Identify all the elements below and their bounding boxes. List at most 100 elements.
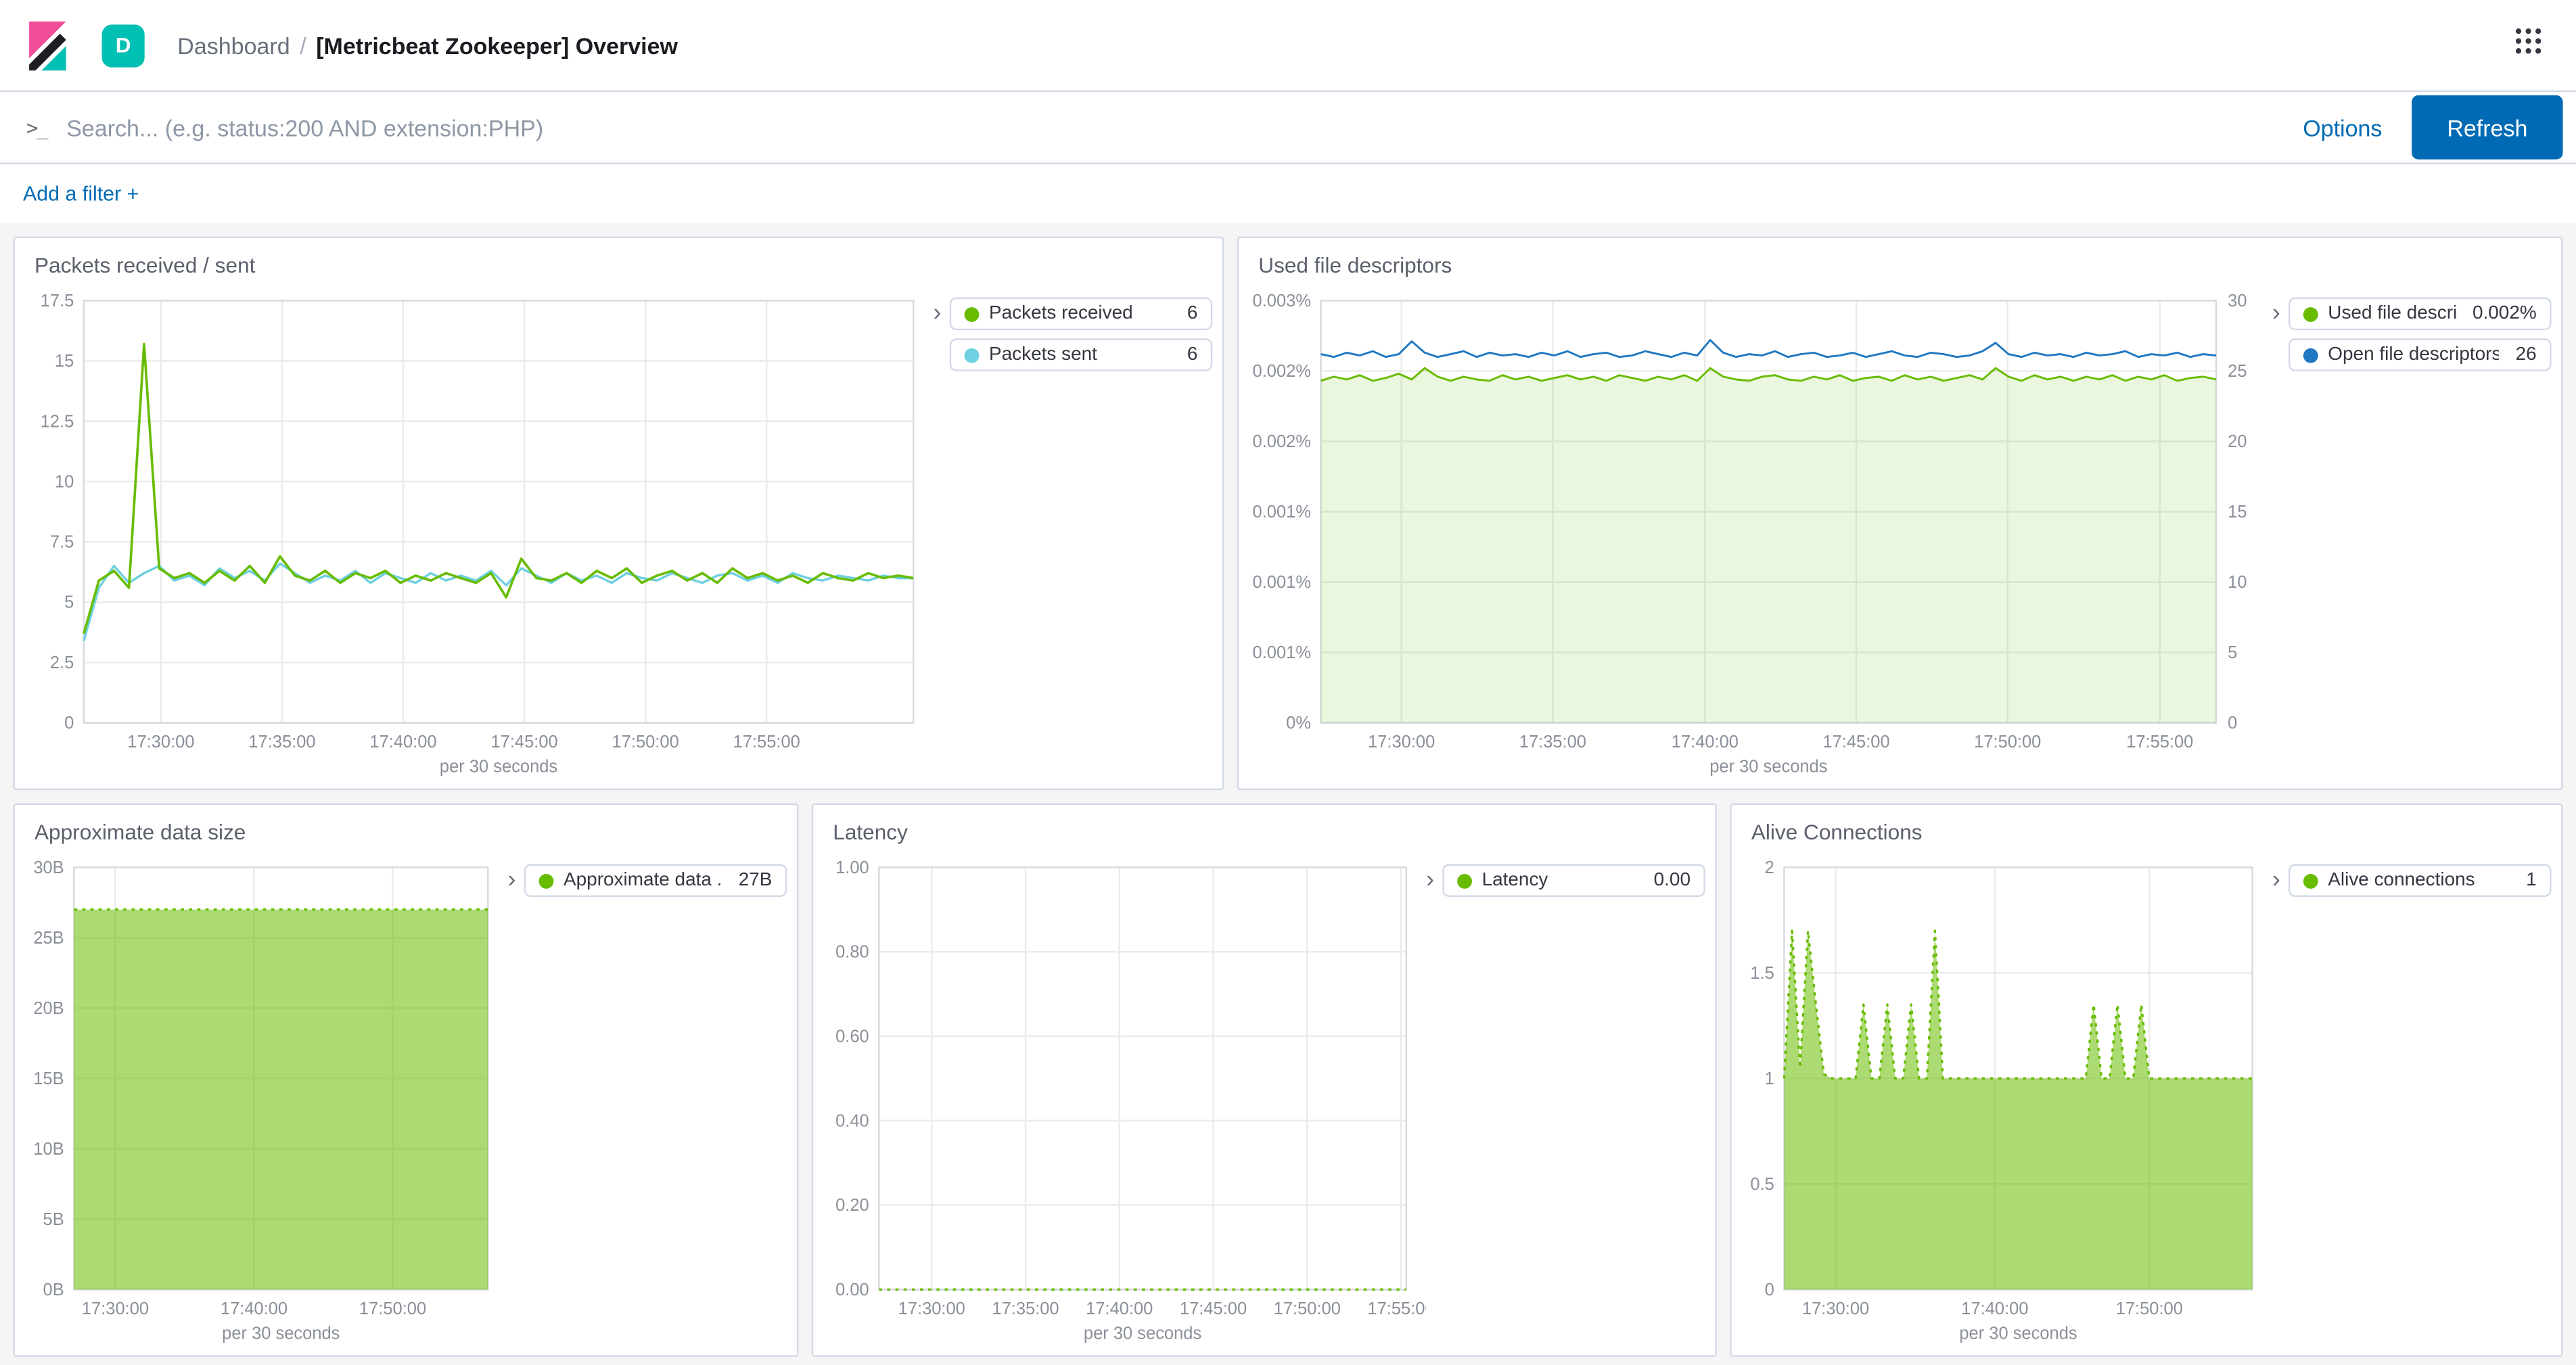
- breadcrumb-dashboard-link[interactable]: Dashboard: [177, 32, 290, 59]
- svg-text:1.5: 1.5: [1750, 964, 1774, 983]
- panel-title: Alive Connections: [1751, 819, 1923, 845]
- legend-collapse-icon[interactable]: ›: [933, 298, 942, 327]
- chart-legend: › Used file descri... 0.002% Open file d…: [2272, 284, 2552, 782]
- svg-text:17:30:00: 17:30:00: [82, 1299, 149, 1318]
- svg-text:2.5: 2.5: [50, 653, 74, 672]
- legend-collapse-icon[interactable]: ›: [507, 865, 516, 894]
- options-link[interactable]: Options: [2303, 114, 2383, 141]
- svg-text:17:35:00: 17:35:00: [248, 733, 315, 751]
- filter-bar: Add a filter +: [0, 164, 2576, 224]
- svg-text:30: 30: [2228, 292, 2247, 310]
- legend-item-used-file-descriptors[interactable]: Used file descri... 0.002%: [2288, 297, 2552, 331]
- dashboard-grid: Packets received / sent 0 2.5 5 7.5 10 12.5 15…: [0, 223, 2576, 1365]
- svg-text:10: 10: [55, 472, 74, 491]
- legend-value: 26: [2515, 344, 2537, 365]
- svg-text:0.001%: 0.001%: [1253, 643, 1311, 662]
- svg-text:17:50:00: 17:50:00: [359, 1299, 426, 1318]
- svg-text:0.003%: 0.003%: [1253, 292, 1311, 310]
- svg-text:20B: 20B: [33, 999, 64, 1018]
- legend-value: 27B: [738, 871, 773, 891]
- breadcrumb-separator: /: [300, 32, 306, 59]
- svg-text:5B: 5B: [43, 1210, 64, 1229]
- series-color-dot: [964, 306, 980, 321]
- chart-area: 0 0.5 1 1.5 2 17:30:00 17:40:00 17:50:00 per 30 …: [1735, 851, 2272, 1349]
- svg-text:0.20: 0.20: [835, 1196, 869, 1215]
- legend-label: Latency: [1481, 871, 1548, 891]
- legend-item-latency[interactable]: Latency 0.00: [1442, 864, 1705, 897]
- svg-text:17:40:00: 17:40:00: [369, 733, 436, 751]
- chart-area: 0% 0.001% 0.001% 0.001% 0.002% 0.002% 0.003% 0 5…: [1242, 284, 2272, 782]
- file-descriptors-chart-canvas[interactable]: 0% 0.001% 0.001% 0.001% 0.002% 0.002% 0.003% 0 5…: [1242, 284, 2272, 782]
- svg-text:0.00: 0.00: [835, 1280, 869, 1299]
- svg-text:17:40:00: 17:40:00: [1672, 733, 1739, 751]
- legend-item-packets-sent[interactable]: Packets sent 6: [949, 338, 1213, 371]
- chart-legend: › Latency 0.00: [1426, 851, 1705, 1349]
- svg-text:0.80: 0.80: [835, 943, 869, 962]
- svg-text:17:35:00: 17:35:00: [1519, 733, 1586, 751]
- legend-value: 6: [1187, 304, 1198, 324]
- data-size-chart-canvas[interactable]: 0B 5B 10B 15B 20B 25B 30B 17:30:00 17:40:00 17:50…: [18, 851, 508, 1349]
- kibana-logo-icon[interactable]: [23, 20, 72, 70]
- series-color-dot: [2303, 306, 2318, 321]
- chart-legend: › Approximate data ... 27B: [507, 851, 787, 1349]
- dashboard-row-1: Packets received / sent 0 2.5 5 7.5 10 12.5 15…: [13, 236, 2563, 791]
- svg-text:per 30 seconds: per 30 seconds: [440, 757, 557, 776]
- legend-value: 0.00: [1653, 871, 1690, 891]
- panel-title: Approximate data size: [34, 819, 246, 845]
- svg-text:2: 2: [1765, 858, 1774, 877]
- svg-text:0.001%: 0.001%: [1253, 503, 1311, 522]
- legend-item-alive-connections[interactable]: Alive connections 1: [2288, 864, 2552, 897]
- legend-label: Used file descri...: [2328, 304, 2456, 324]
- svg-text:per 30 seconds: per 30 seconds: [1709, 757, 1827, 776]
- svg-text:20: 20: [2228, 432, 2247, 451]
- chart-area: 0.00 0.20 0.40 0.60 0.80 1.00 17:30:00 17:35:00…: [816, 851, 1426, 1349]
- legend-label: Open file descriptors: [2328, 344, 2500, 365]
- search-input[interactable]: [66, 91, 2286, 163]
- packets-chart-canvas[interactable]: 0 2.5 5 7.5 10 12.5 15 17.5 17:30:00 17:35:00 17:4…: [18, 284, 934, 782]
- svg-text:17:50:00: 17:50:00: [612, 733, 679, 751]
- legend-item-packets-received[interactable]: Packets received 6: [949, 297, 1213, 331]
- svg-text:17:30:00: 17:30:00: [1802, 1299, 1869, 1318]
- chart-legend: › Alive connections 1: [2272, 851, 2552, 1349]
- series-color-dot: [964, 347, 980, 363]
- chart-area: 0 2.5 5 7.5 10 12.5 15 17.5 17:30:00 17:35:00 17:4…: [18, 284, 934, 782]
- svg-text:0: 0: [64, 714, 74, 733]
- svg-text:0.60: 0.60: [835, 1027, 869, 1046]
- latency-chart-canvas[interactable]: 0.00 0.20 0.40 0.60 0.80 1.00 17:30:00 17:35:00…: [816, 851, 1426, 1349]
- legend-collapse-icon[interactable]: ›: [1425, 865, 1435, 894]
- svg-text:7.5: 7.5: [50, 533, 74, 552]
- space-badge[interactable]: D: [101, 24, 145, 67]
- alive-connections-chart-canvas[interactable]: 0 0.5 1 1.5 2 17:30:00 17:40:00 17:50:00 per 30 …: [1735, 851, 2272, 1349]
- legend-item-open-file-descriptors[interactable]: Open file descriptors 26: [2288, 338, 2552, 371]
- legend-collapse-icon[interactable]: ›: [2272, 865, 2280, 894]
- series-color-dot: [1457, 873, 1472, 888]
- svg-text:17:55:00: 17:55:00: [733, 733, 800, 751]
- svg-text:0.001%: 0.001%: [1253, 573, 1311, 592]
- panel-approximate-data-size: Approximate data size 0B 5B 10B 15B 20B 25B 30…: [13, 803, 799, 1357]
- series-color-dot: [538, 873, 554, 888]
- legend-value: 0.002%: [2472, 304, 2537, 324]
- apps-menu-button[interactable]: [2504, 16, 2553, 74]
- legend-collapse-icon[interactable]: ›: [2272, 298, 2280, 327]
- legend-label: Alive connections: [2328, 871, 2475, 891]
- svg-text:0%: 0%: [1286, 714, 1311, 733]
- query-bar: >_ Options Refresh: [0, 91, 2576, 164]
- refresh-button[interactable]: Refresh: [2412, 95, 2563, 160]
- top-nav-bar: D Dashboard / [Metricbeat Zookeeper] Ove…: [0, 0, 2576, 92]
- svg-text:17:40:00: 17:40:00: [1961, 1299, 2028, 1318]
- svg-text:per 30 seconds: per 30 seconds: [222, 1324, 340, 1343]
- breadcrumb: Dashboard / [Metricbeat Zookeeper] Overv…: [177, 32, 678, 58]
- panel-title: Packets received / sent: [34, 252, 256, 278]
- panel-title: Used file descriptors: [1258, 252, 1452, 278]
- page-title: [Metricbeat Zookeeper] Overview: [316, 32, 678, 59]
- svg-text:17:30:00: 17:30:00: [1368, 733, 1435, 751]
- chart-area: 0B 5B 10B 15B 20B 25B 30B 17:30:00 17:40:00 17:50…: [18, 851, 508, 1349]
- add-filter-link[interactable]: Add a filter +: [22, 182, 139, 206]
- svg-text:1: 1: [1765, 1069, 1774, 1088]
- svg-text:17:50:00: 17:50:00: [1274, 1299, 1341, 1318]
- legend-item-approximate-data-size[interactable]: Approximate data ... 27B: [524, 864, 787, 897]
- svg-text:per 30 seconds: per 30 seconds: [1084, 1324, 1201, 1343]
- svg-text:10: 10: [2228, 573, 2247, 592]
- svg-text:17:50:00: 17:50:00: [2116, 1299, 2183, 1318]
